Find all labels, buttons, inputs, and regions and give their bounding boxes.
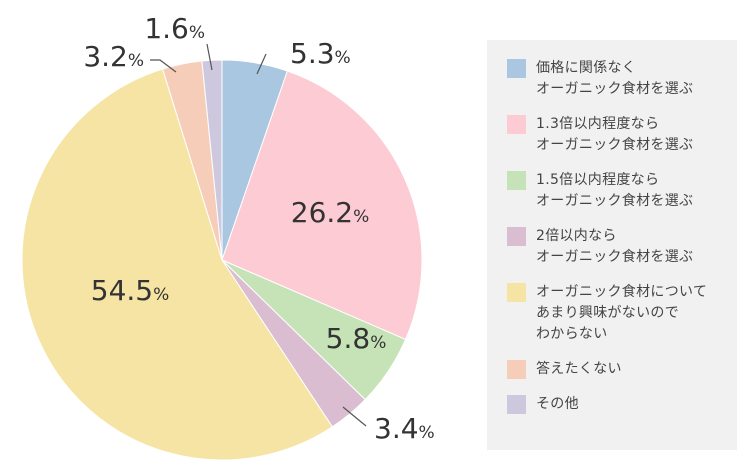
legend-swatch xyxy=(507,115,526,134)
legend-item: その他 xyxy=(507,394,721,415)
legend-swatch xyxy=(507,227,526,246)
pie-labels: 5.3% 26.2% 5.8% 3.4% 54.5% 3.2%1.6% xyxy=(83,12,434,445)
leader-line xyxy=(206,43,213,71)
leader-line xyxy=(256,53,267,75)
legend-label: 1.3倍以内程度なら オーガニック食材を選ぶ xyxy=(536,116,694,153)
legend-item: 1.5倍以内程度なら オーガニック食材を選ぶ xyxy=(507,170,721,212)
legend-label: 答えたくない xyxy=(536,361,622,377)
data-label: 3.2% xyxy=(83,40,144,73)
legend-swatch xyxy=(507,171,526,190)
pie-slice xyxy=(221,70,423,341)
legend-label: 価格に関係なく オーガニック食材を選ぶ xyxy=(536,60,694,97)
legend-item: オーガニック食材について あまり興味がないので わからない xyxy=(507,282,721,345)
pie-chart: 5.3% 26.2% 5.8% 3.4% 54.5% 3.2%1.6% xyxy=(21,12,435,461)
legend: 価格に関係なく オーガニック食材を選ぶ 1.3倍以内程度なら オーガニック食材を選… xyxy=(487,40,737,450)
data-label: 3.4% xyxy=(374,412,435,445)
legend-item: 1.3倍以内程度なら オーガニック食材を選ぶ xyxy=(507,114,721,156)
legend-item: 答えたくない xyxy=(507,359,721,380)
leader-line xyxy=(150,59,177,73)
data-label: 26.2% xyxy=(291,196,370,229)
legend-item: 2倍以内なら オーガニック食材を選ぶ xyxy=(507,226,721,268)
legend-label: 2倍以内なら オーガニック食材を選ぶ xyxy=(536,228,694,265)
leader-line xyxy=(342,406,367,427)
legend-label: 1.5倍以内程度なら オーガニック食材を選ぶ xyxy=(536,172,694,209)
data-label: 5.3% xyxy=(290,37,351,70)
legend-swatch xyxy=(507,360,526,379)
data-label: 1.6% xyxy=(144,12,205,45)
legend-swatch xyxy=(507,283,526,302)
legend-swatch xyxy=(507,59,526,78)
pie-slices xyxy=(21,59,423,461)
data-label: 54.5% xyxy=(91,274,170,307)
pie-slice xyxy=(21,68,334,461)
legend-label: オーガニック食材について あまり興味がないので わからない xyxy=(536,284,708,342)
data-label: 5.8% xyxy=(326,322,387,355)
pie-slice xyxy=(201,59,223,261)
legend-label: その他 xyxy=(536,396,579,412)
legend-item: 価格に関係なく オーガニック食材を選ぶ xyxy=(507,58,721,100)
legend-swatch xyxy=(507,395,526,414)
